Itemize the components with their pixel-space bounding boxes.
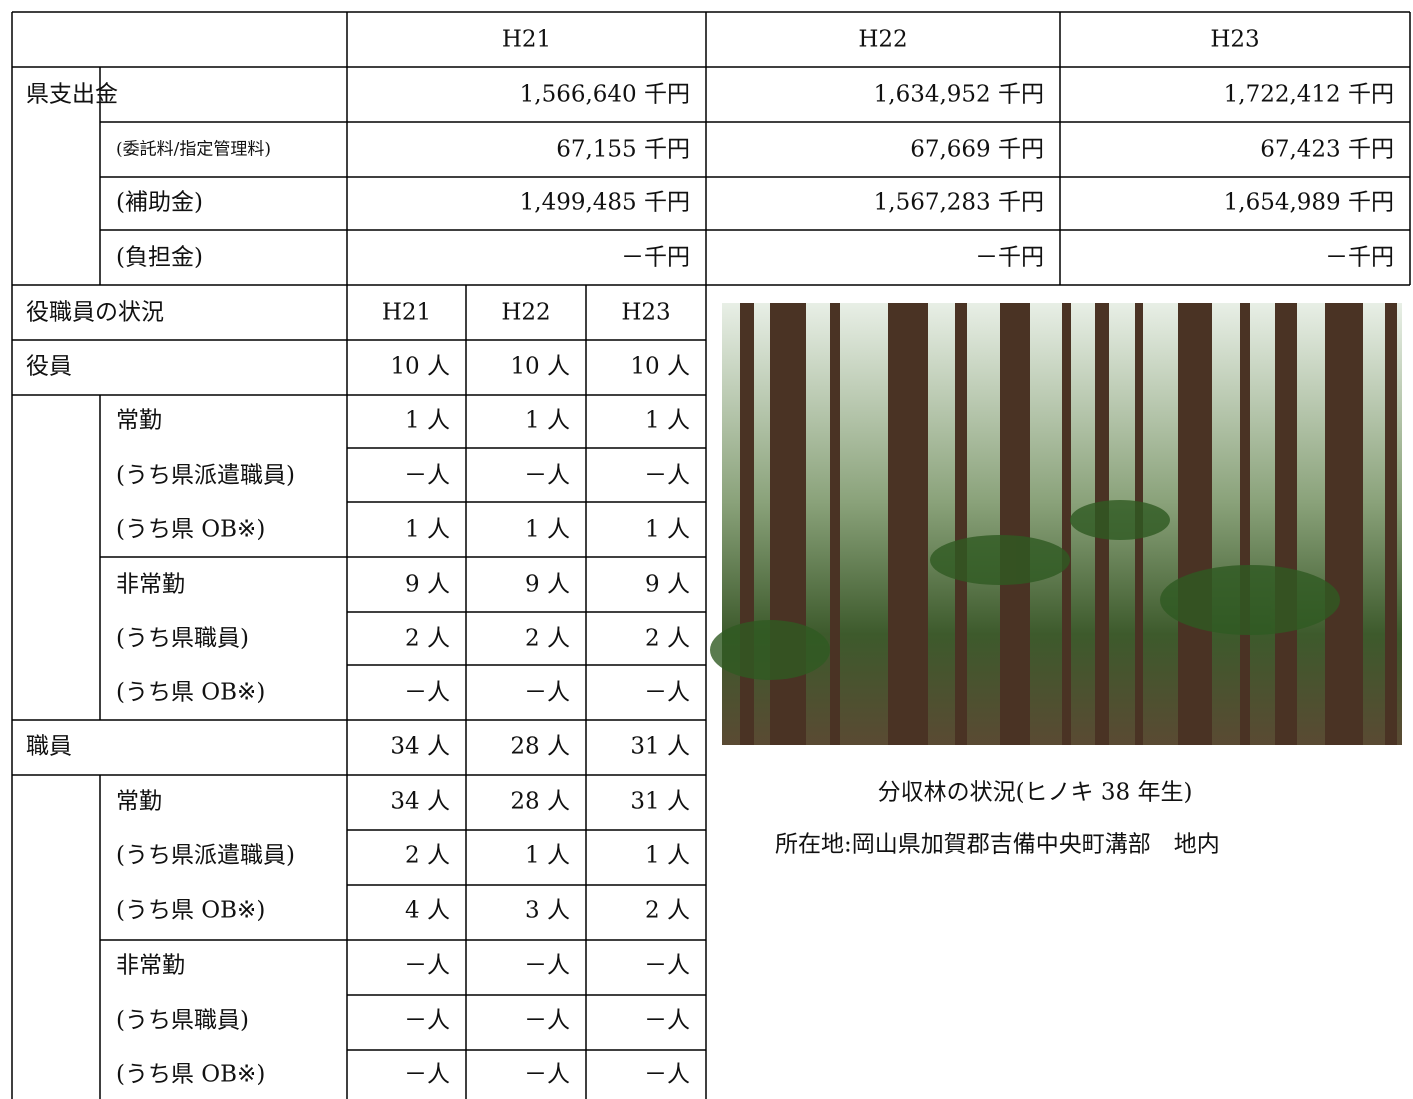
row-label: 常勤 (116, 407, 162, 434)
column-header: H21 (501, 26, 552, 53)
column-header: H22 (858, 26, 908, 53)
cell-value: 67,423 千円 (1260, 136, 1394, 163)
cell-value: 31 人 (630, 788, 690, 815)
cell-value: 3 人 (525, 897, 570, 924)
cell-value: 1,722,412 千円 (1223, 81, 1394, 108)
cell-value: 67,669 千円 (910, 136, 1044, 163)
cell-value: 10 人 (630, 353, 690, 380)
cell-value: 10 人 (510, 353, 570, 380)
column-header: H23 (621, 299, 671, 326)
cell-value: －人 (404, 1007, 450, 1033)
cell-value: －人 (404, 679, 450, 706)
cell-value: 1 人 (525, 842, 570, 869)
row-label: (委託料/指定管理料) (116, 139, 271, 160)
cell-value: 9 人 (405, 571, 450, 598)
row-label: (負担金) (116, 244, 203, 271)
cell-value: 1 人 (645, 407, 690, 434)
photo-caption: 分収林の状況(ヒノキ 38 年生) (877, 779, 1193, 806)
cell-value: 2 人 (525, 625, 570, 652)
row-label: (うち県 OB※) (116, 897, 266, 924)
cell-value: －人 (644, 1061, 690, 1088)
cell-value: 1 人 (525, 516, 570, 543)
cell-value: －人 (404, 462, 450, 489)
cell-value: －人 (404, 952, 450, 979)
column-header: H22 (501, 299, 551, 326)
cell-value: 28 人 (510, 733, 570, 760)
cell-value: 67,155 千円 (556, 136, 690, 163)
cell-value: 9 人 (525, 571, 570, 598)
row-label: (うち県職員) (116, 625, 249, 652)
cell-value: 1,567,283 千円 (873, 189, 1044, 216)
cell-value: －千円 (975, 244, 1044, 271)
cell-value: 28 人 (510, 788, 570, 815)
cell-value: 2 人 (405, 625, 450, 652)
cell-value: －人 (644, 1007, 690, 1033)
cell-value: 1 人 (525, 407, 570, 434)
cell-value: －人 (524, 952, 570, 979)
row-label: (うち県職員) (116, 1007, 249, 1033)
cell-value: 1 人 (405, 516, 450, 543)
cell-value: －人 (524, 679, 570, 706)
cell-value: －人 (644, 679, 690, 706)
cell-value: －千円 (621, 244, 690, 271)
cell-value: 1,566,640 千円 (519, 81, 690, 108)
cell-value: －人 (524, 1061, 570, 1088)
cell-value: 2 人 (645, 625, 690, 652)
cell-value: 1 人 (645, 842, 690, 869)
section-header: 役職員の状況 (26, 299, 164, 326)
cell-value: －人 (644, 462, 690, 489)
cell-value: 4 人 (405, 897, 450, 924)
cell-value: 34 人 (390, 733, 450, 760)
cell-value: 2 人 (645, 897, 690, 924)
cell-value: －人 (524, 1007, 570, 1033)
row-label: (補助金) (116, 189, 203, 216)
cell-value: 1 人 (405, 407, 450, 434)
column-header: H21 (381, 299, 432, 326)
cell-value: 9 人 (645, 571, 690, 598)
row-label: 非常勤 (116, 571, 185, 598)
cell-value: 31 人 (630, 733, 690, 760)
row-label: (うち県派遣職員) (116, 462, 295, 489)
row-label: (うち県 OB※) (116, 516, 266, 543)
row-label: 非常勤 (116, 952, 185, 979)
row-label: 常勤 (116, 788, 162, 815)
cell-value: 1,634,952 千円 (873, 81, 1044, 108)
cell-value: －人 (644, 952, 690, 979)
row-label: (うち県 OB※) (116, 1061, 266, 1088)
cell-value: 2 人 (405, 842, 450, 869)
cell-value: －千円 (1325, 244, 1394, 271)
cell-value: 1,499,485 千円 (519, 189, 690, 216)
row-label: 県支出金 (26, 81, 118, 108)
photo (710, 303, 1402, 745)
column-header: H23 (1210, 26, 1260, 53)
row-label: (うち県 OB※) (116, 679, 266, 706)
cell-value: 1,654,989 千円 (1223, 189, 1394, 216)
cell-value: 34 人 (390, 788, 450, 815)
photo-location: 所在地:岡山県加賀郡吉備中央町溝部 地内 (775, 831, 1220, 858)
row-label: 職員 (26, 733, 72, 760)
row-label: (うち県派遣職員) (116, 842, 295, 869)
cell-value: －人 (404, 1061, 450, 1088)
cell-value: －人 (524, 462, 570, 489)
cell-value: 1 人 (645, 516, 690, 543)
row-label: 役員 (26, 353, 72, 380)
cell-value: 10 人 (390, 353, 450, 380)
